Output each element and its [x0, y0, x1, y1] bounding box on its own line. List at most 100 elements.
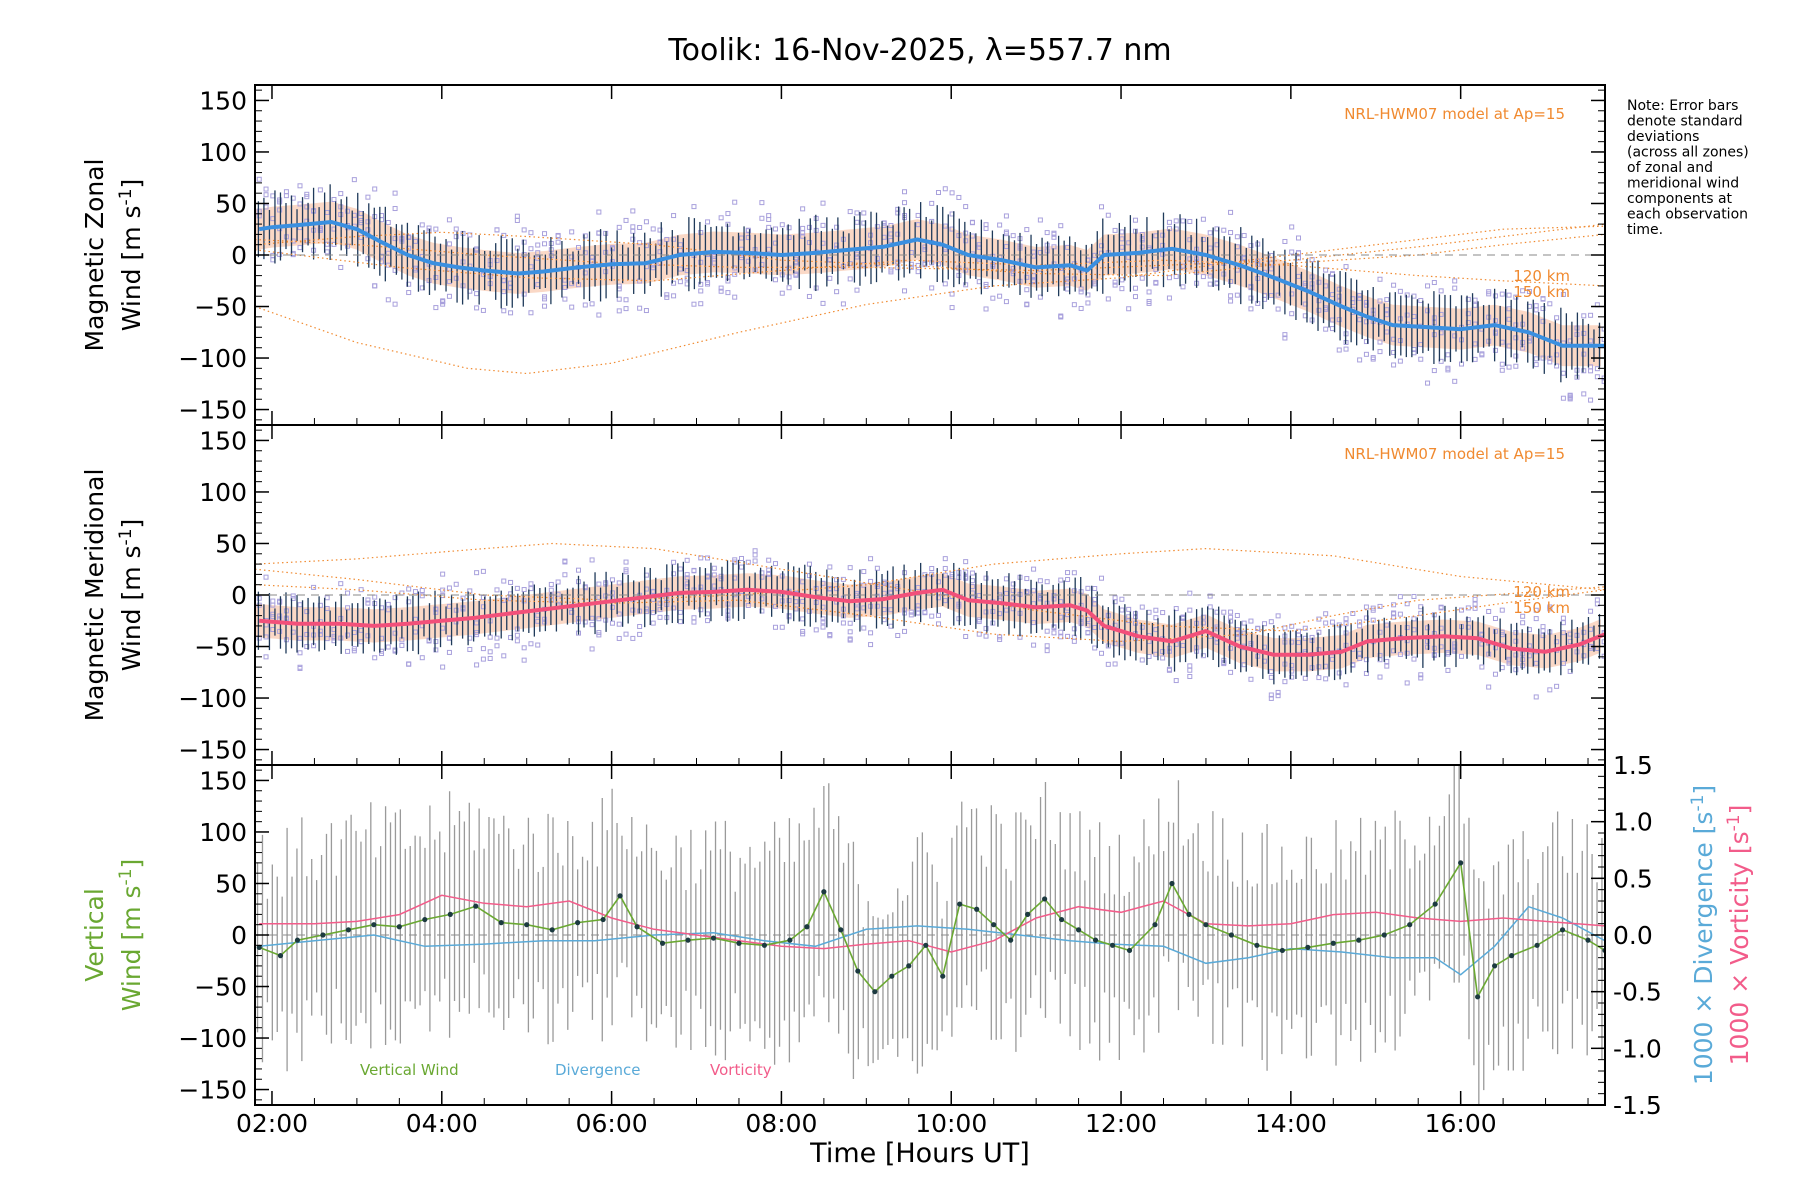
scatter-point	[1431, 280, 1437, 286]
scatter-point	[616, 635, 622, 641]
scatter-point	[705, 279, 711, 285]
scatter-point	[759, 261, 765, 267]
scatter-point	[1425, 644, 1431, 650]
scatter-point	[1085, 630, 1091, 636]
scatter-point	[542, 294, 548, 300]
scatter-point	[379, 651, 385, 657]
scatter-point	[392, 595, 398, 601]
vertical-wind-point	[600, 916, 606, 923]
scatter-point	[745, 593, 751, 599]
scatter-point	[1044, 648, 1050, 654]
plot-area-zonal	[255, 176, 1605, 403]
scatter-point	[1492, 615, 1498, 621]
scatter-point	[1513, 652, 1519, 658]
scatter-point	[1241, 620, 1247, 626]
scatter-point	[949, 190, 955, 196]
scatter-point	[392, 236, 398, 242]
scatter-point	[1479, 664, 1485, 670]
scatter-point	[868, 630, 874, 636]
scatter-point	[1336, 298, 1342, 304]
scatter-point	[671, 293, 677, 299]
scatter-point	[365, 633, 371, 639]
model-label: NRL-HWM07 model at Ap=15	[1344, 105, 1565, 123]
scatter-point	[582, 270, 588, 276]
scatter-point	[976, 631, 982, 637]
scatter-point	[1289, 668, 1295, 674]
y2-tick-label: -1.0	[1613, 1034, 1662, 1063]
scatter-point	[902, 288, 908, 294]
scatter-point	[759, 608, 765, 614]
scatter-point	[589, 301, 595, 307]
scatter-point	[372, 186, 378, 192]
scatter-point	[834, 289, 840, 295]
vertical-wind-point	[396, 924, 402, 930]
scatter-point	[820, 619, 826, 625]
vertical-wind-point	[256, 944, 262, 950]
scatter-point	[1397, 651, 1403, 657]
scatter-point	[521, 227, 527, 233]
vertical-wind-point	[294, 937, 301, 943]
scatter-point	[1003, 213, 1009, 219]
x-tick-label: 08:00	[745, 1109, 817, 1138]
scatter-point	[1275, 292, 1281, 298]
scatter-point	[1343, 264, 1349, 270]
scatter-point	[1166, 295, 1172, 301]
scatter-point	[542, 303, 548, 309]
scatter-point	[514, 638, 520, 644]
scatter-point	[440, 571, 446, 577]
scatter-point	[1248, 618, 1254, 624]
scatter-point	[1329, 619, 1335, 625]
scatter-point	[256, 595, 262, 601]
scatter-point	[1533, 607, 1539, 613]
scatter-point	[1594, 601, 1600, 607]
scatter-point	[1302, 675, 1308, 681]
vertical-wind-point	[923, 942, 929, 948]
scatter-point	[1200, 653, 1206, 659]
scatter-point	[745, 235, 751, 241]
scatter-point	[1486, 289, 1492, 295]
scatter-point	[365, 597, 371, 603]
vertical-wind-point	[1534, 942, 1540, 948]
scatter-point	[609, 620, 615, 626]
scatter-point	[365, 219, 371, 225]
scatter-point	[1126, 306, 1132, 312]
model-altitude-label: 120 km	[1513, 583, 1570, 601]
scatter-point	[406, 281, 412, 287]
scatter-point	[1377, 674, 1383, 680]
scatter-point	[671, 213, 677, 219]
vertical-wind-point	[736, 940, 742, 946]
scatter-point	[406, 245, 412, 251]
scatter-point	[1132, 294, 1138, 300]
scatter-point	[345, 632, 351, 638]
scatter-point	[1282, 332, 1288, 338]
scatter-point	[270, 598, 276, 604]
scatter-point	[1241, 233, 1247, 239]
scatter-point	[1452, 378, 1458, 384]
scatter-point	[1425, 283, 1431, 289]
scatter-point	[684, 575, 690, 581]
scatter-point	[535, 242, 541, 248]
model-curve	[255, 225, 1605, 375]
scatter-point	[806, 240, 812, 246]
scatter-point	[929, 200, 935, 206]
scatter-point	[1010, 266, 1016, 272]
scatter-point	[1581, 330, 1587, 336]
scatter-point	[806, 224, 812, 230]
scatter-point	[1010, 606, 1016, 612]
scatter-point	[732, 294, 738, 300]
scatter-point	[1289, 291, 1295, 297]
scatter-point	[718, 288, 724, 294]
scatter-point	[800, 206, 806, 212]
scatter-point	[698, 230, 704, 236]
scatter-point	[786, 274, 792, 280]
scatter-point	[766, 213, 772, 219]
scatter-point	[304, 644, 310, 650]
vertical-wind-point	[1356, 937, 1362, 943]
scatter-point	[385, 601, 391, 607]
scatter-point	[392, 630, 398, 636]
scatter-point	[1533, 362, 1539, 368]
scatter-point	[277, 199, 283, 205]
plot-area-vertical	[255, 765, 1605, 1105]
scatter-point	[453, 607, 459, 613]
